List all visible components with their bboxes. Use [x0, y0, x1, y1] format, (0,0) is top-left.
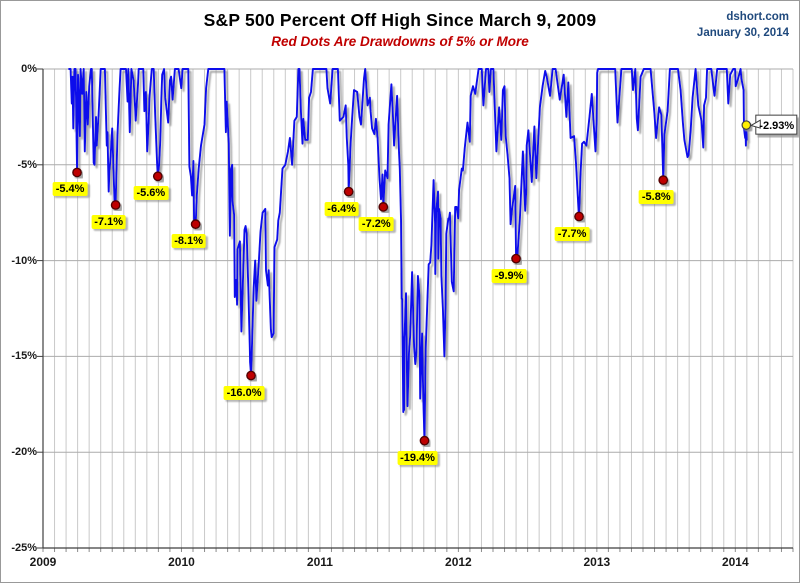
drawdown-dot — [343, 186, 354, 197]
callout-text: -2.93% — [759, 120, 794, 132]
chart-subtitle: Red Dots Are Drawdowns of 5% or More — [271, 34, 529, 49]
current-dot — [741, 120, 752, 130]
drawdown-dot — [419, 435, 430, 446]
drawdown-dots — [72, 167, 669, 446]
gridlines-vertical — [54, 69, 794, 548]
drawdown-dot — [246, 370, 256, 381]
x-axis-month-ticks — [42, 548, 794, 552]
drawdown-dot — [378, 202, 389, 212]
chart-title: S&P 500 Percent Off High Since March 9, … — [203, 10, 597, 30]
drawdown-dot — [152, 171, 163, 182]
drawdown-dot — [72, 167, 82, 178]
drawdown-dot — [190, 219, 201, 230]
drawdown-dot — [511, 253, 521, 264]
source-attribution: dshort.com January 30, 2014 — [697, 9, 789, 41]
current-value-callout: -2.93% — [741, 114, 798, 135]
drawdown-dot — [110, 200, 121, 210]
drawdown-dot — [574, 211, 584, 222]
y-axis-ticks — [37, 68, 43, 549]
drawdown-dot — [658, 175, 669, 186]
callout-tail — [749, 119, 761, 129]
price-line — [68, 68, 748, 442]
source-date: January 30, 2014 — [696, 27, 789, 40]
source-site: dshort.com — [726, 11, 789, 23]
